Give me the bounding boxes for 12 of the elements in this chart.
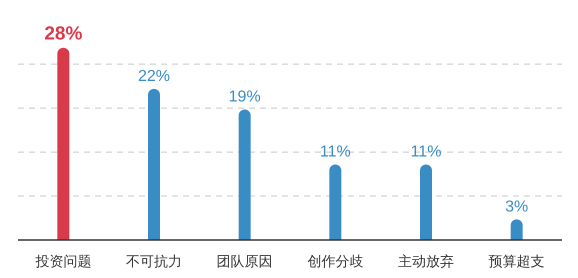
x-tick-label: 预算超支: [488, 254, 545, 270]
data-label: 22%: [138, 68, 170, 85]
x-tick-label: 主动放弃: [398, 254, 454, 270]
x-tick-label: 投资问题: [34, 254, 92, 270]
data-label: 11%: [320, 143, 351, 160]
data-label: 19%: [228, 88, 261, 106]
data-label: 28%: [44, 24, 82, 45]
x-tick-label: 团队原因: [216, 254, 273, 270]
x-tick-label: 不可抗力: [126, 254, 182, 270]
x-tick-label: 创作分歧: [307, 254, 364, 270]
data-label: 11%: [410, 143, 442, 160]
data-label: 3%: [505, 198, 528, 216]
